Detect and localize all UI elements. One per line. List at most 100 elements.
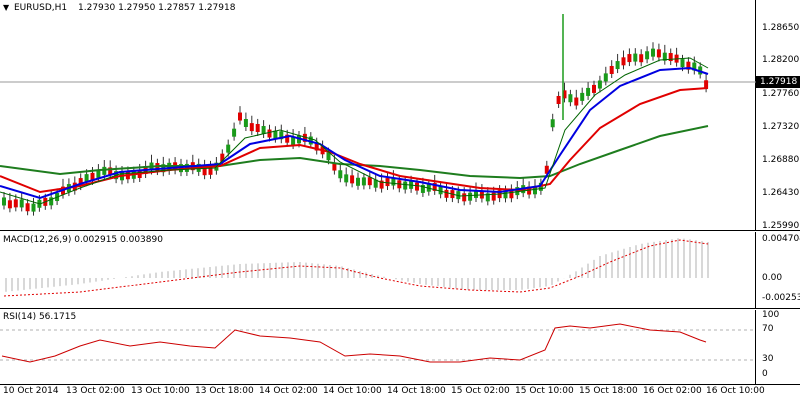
macd-title: MACD(12,26,9) 0.002915 0.003890 (3, 235, 163, 245)
candle-body (544, 165, 549, 174)
candle-body (686, 61, 691, 70)
candle-body (273, 130, 278, 139)
candle-body (680, 59, 685, 68)
rsi-line (1, 323, 707, 363)
candle-body (568, 94, 573, 103)
time-axis-label: 13 Oct 10:00 (131, 386, 190, 396)
macd-pane: MACD(12,26,9) 0.002915 0.003890 0.004704… (0, 232, 800, 308)
candle-body (208, 166, 213, 175)
candle-body (332, 162, 337, 171)
rsi-pane: RSI(14) 56.1715 100 70 30 0 (0, 310, 800, 384)
candle-body (645, 51, 650, 60)
candle-body (391, 177, 396, 186)
time-axis-label: 15 Oct 18:00 (579, 386, 638, 396)
pane-divider (0, 308, 800, 309)
candle-body (474, 189, 478, 198)
candle-body (562, 90, 567, 99)
candle-body (609, 65, 614, 74)
candle-body (350, 175, 355, 184)
candle-body (438, 186, 443, 195)
candle-body (415, 182, 419, 191)
time-axis-label: 10 Oct 2014 (3, 386, 59, 396)
price-ytick: 1.26880 (762, 155, 800, 165)
candle-body (597, 80, 602, 89)
candle-body (226, 144, 231, 153)
price-ytick: 1.26430 (762, 188, 800, 198)
candle-body (533, 186, 537, 195)
price-chart (0, 14, 756, 216)
time-axis-label: 16 Oct 02:00 (643, 386, 702, 396)
candle-body (291, 137, 296, 146)
rsi-ytick: 0 (762, 369, 768, 379)
candle-body (586, 87, 591, 96)
candle-body (249, 123, 254, 132)
candle-body (285, 134, 290, 143)
rsi-title: RSI(14) 56.1715 (3, 312, 77, 322)
candle-body (308, 136, 313, 145)
price-ytick: 1.28650 (762, 23, 800, 33)
time-axis-label: 15 Oct 10:00 (515, 386, 574, 396)
time-axis-label: 13 Oct 02:00 (66, 386, 125, 396)
price-pane: ▼ EURUSD,H1 1.27930 1.27950 1.27857 1.27… (0, 0, 800, 231)
candle-body (2, 197, 6, 206)
candle-body (202, 167, 207, 176)
candle-body (84, 174, 89, 183)
candle-body (668, 53, 673, 62)
candle-body (556, 95, 561, 104)
price-plot-area[interactable] (0, 0, 756, 230)
candle-body (627, 54, 632, 63)
candle-body (49, 197, 54, 206)
candle-body (19, 199, 24, 208)
candle-body (603, 73, 608, 82)
candle-body (444, 189, 449, 198)
candle-body (639, 54, 644, 63)
candle-body (361, 177, 366, 186)
candle-body (25, 203, 30, 212)
ma-blue-line (0, 66, 709, 200)
macd-signal-line (3, 239, 709, 297)
price-ytick: 1.28200 (762, 55, 800, 65)
candle-body (420, 184, 425, 193)
candle-body (550, 119, 555, 128)
candle-body (503, 190, 508, 199)
candle-body (515, 187, 520, 196)
pane-divider (0, 230, 800, 231)
candle-body (102, 166, 107, 175)
price-ytick: 1.25990 (762, 221, 800, 231)
ohlc-readout: 1.27930 1.27950 1.27857 1.27918 (78, 3, 236, 13)
candle-body (31, 203, 36, 212)
macd-plot-area[interactable] (0, 232, 756, 308)
candle-body (615, 61, 620, 70)
candle-body (633, 53, 638, 62)
rsi-plot-area[interactable] (0, 310, 756, 384)
candle-body (367, 177, 372, 186)
macd-chart (3, 238, 709, 297)
candle-body (704, 80, 709, 89)
candle-body (314, 142, 319, 151)
time-axis-label: 16 Oct 10:00 (706, 386, 765, 396)
ma-red-line (0, 87, 709, 194)
rsi-ytick: 100 (762, 310, 780, 320)
rsi-ytick: 70 (762, 324, 774, 334)
macd-ytick: 0.00 (762, 273, 783, 283)
candle-body (302, 133, 307, 142)
candle-body (656, 49, 661, 58)
candle-body (426, 183, 431, 192)
candle-body (662, 52, 667, 61)
candle-body (13, 199, 18, 208)
candle-body (403, 181, 408, 190)
candle-body (574, 97, 579, 106)
last-price-tag: 1.27918 (756, 76, 800, 88)
triangle-down-icon[interactable]: ▼ (3, 3, 10, 12)
candle-body (220, 153, 225, 162)
candle-body (7, 200, 12, 209)
candle-body (90, 172, 95, 181)
candle-body (267, 129, 272, 138)
candle-body (373, 179, 378, 188)
candle-body (580, 92, 585, 101)
candle-body (78, 178, 83, 187)
candle-body (356, 177, 360, 186)
time-axis-label: 14 Oct 02:00 (259, 386, 318, 396)
candle-body (432, 182, 437, 191)
symbol-timeframe: EURUSD,H1 (14, 3, 68, 13)
